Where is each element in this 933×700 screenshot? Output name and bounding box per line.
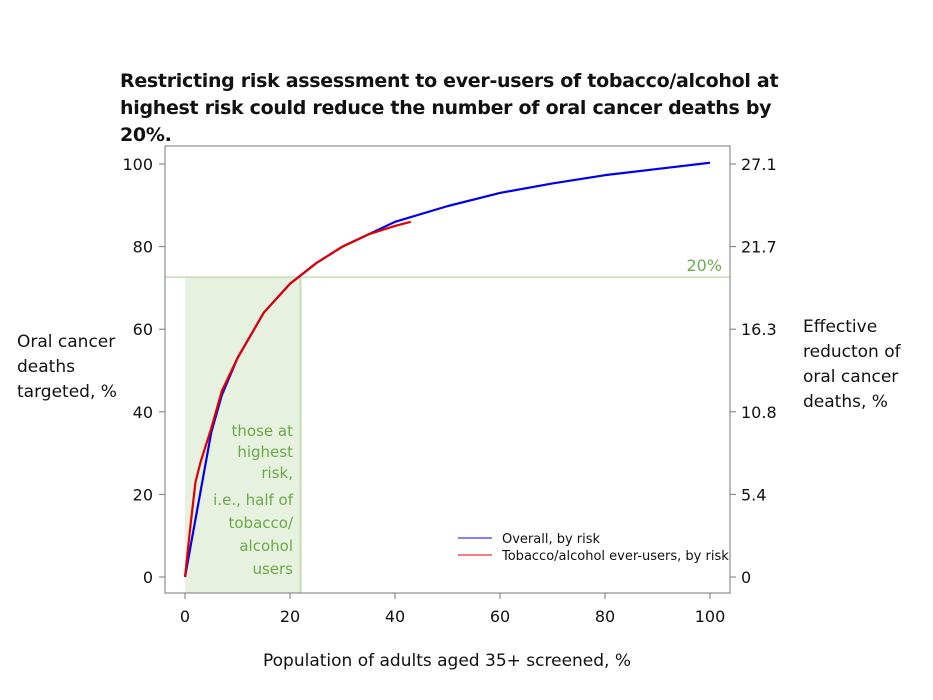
y2-axis-label: Effective reducton of oral cancer deaths… [803,317,901,412]
chart-title: Restricting risk assessment to ever-user… [120,70,779,146]
series-line-1 [183,220,412,578]
y2-tick-label: 0 [741,568,751,587]
y-tick-label: 60 [133,320,153,339]
band-text: alcohol [239,537,293,555]
y-tick-label: 20 [133,485,153,504]
y-tick-label: 40 [133,403,153,422]
legend-label: Overall, by risk [502,532,601,547]
highlight-band [185,277,301,593]
y-axis-label: Oral cancer deaths targeted, % [17,332,117,402]
band-text: i.e., half of [213,491,294,509]
y2-tick-label: 16.3 [741,320,777,339]
x-tick-label: 100 [695,607,726,626]
plot-frame [164,145,731,594]
band-text: risk, [261,464,293,482]
band-text: highest [237,443,293,461]
y2-tick-label: 27.1 [741,155,777,174]
y2-tick-label: 5.4 [741,485,766,504]
x-tick-label: 60 [490,607,510,626]
x-tick-label: 20 [280,607,300,626]
x-tick-label: 0 [180,607,190,626]
threshold-label: 20% [686,256,722,275]
x-axis-label: Population of adults aged 35+ screened, … [263,651,632,671]
y-tick-label: 0 [143,568,153,587]
legend-label: Tobacco/alcohol ever-users, by risk [501,549,729,564]
y-tick-label: 100 [122,155,153,174]
band-text: those at [232,422,294,440]
x-tick-label: 80 [595,607,615,626]
y2-tick-label: 21.7 [741,238,777,257]
y-tick-label: 80 [133,238,153,257]
band-text: users [252,560,293,578]
y2-tick-label: 10.8 [741,403,777,422]
band-text: tobacco/ [229,514,294,532]
x-tick-label: 40 [385,607,405,626]
